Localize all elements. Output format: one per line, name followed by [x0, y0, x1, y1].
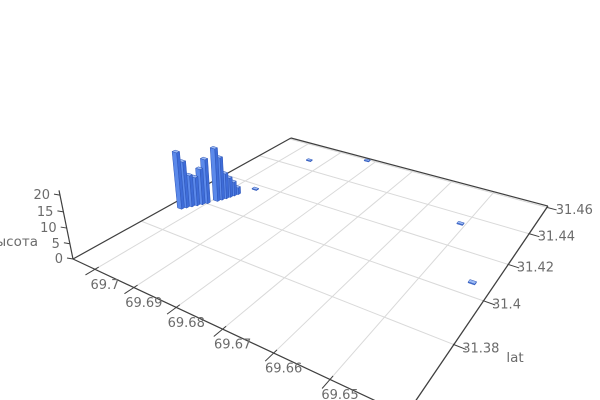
x-tick-mark [321, 375, 334, 389]
axis-edge-x [72, 258, 376, 400]
floor-gridline-lon [94, 142, 311, 270]
floor-gridline-lat [185, 195, 484, 302]
z-tick-label: 20 [33, 188, 50, 203]
z-tick-mark [53, 193, 61, 196]
flat-marker [456, 220, 465, 225]
x-tick-label: 69.69 [125, 296, 162, 311]
x-tick-label: 69.67 [214, 338, 251, 353]
y-tick-label: 31.46 [556, 203, 593, 218]
floor-gridline-lat [289, 138, 548, 208]
y-axis-label: lat [506, 350, 523, 366]
z-tick-mark [57, 210, 64, 213]
x-tick-label: 69.66 [265, 362, 302, 377]
z-tick-mark [60, 226, 67, 229]
floor-gridline-lat [259, 155, 530, 235]
floor-gridline-lon [175, 160, 378, 308]
bar [171, 149, 180, 154]
bar [209, 146, 218, 150]
axis-edge-y [415, 205, 549, 400]
z-tick-label: 5 [52, 237, 60, 252]
y-tick-label: 31.4 [492, 297, 521, 312]
y-tick-mark [507, 263, 520, 269]
x-tick-label: 69.65 [321, 388, 358, 400]
z-tick-label: 0 [55, 252, 63, 267]
y-tick-mark [482, 300, 496, 306]
axis-edge-back-right [290, 137, 549, 207]
y-tick-label: 31.38 [462, 341, 499, 356]
bar [200, 156, 208, 161]
x-tick-mark [213, 325, 227, 337]
y-tick-mark [528, 233, 540, 238]
x-tick-mark [124, 284, 138, 295]
floor-gridline-lat [224, 174, 509, 265]
x-tick-label: 69.7 [91, 278, 120, 293]
floor-gridline-lat [141, 220, 455, 346]
flat-marker [467, 279, 477, 285]
x-tick-mark [264, 349, 278, 362]
floor-gridline-lon [273, 180, 453, 354]
x-tick-mark [85, 266, 99, 276]
x-tick-label: 69.68 [168, 316, 205, 331]
y-tick-label: 31.42 [517, 261, 554, 276]
x-tick-mark [166, 304, 181, 315]
z-tick-label: 15 [37, 205, 54, 220]
flat-marker [306, 158, 313, 162]
floor-gridline-lon [133, 151, 343, 288]
flat-marker [363, 158, 371, 162]
floor-gridline-lon [222, 170, 414, 330]
y-tick-mark [546, 206, 557, 211]
y-tick-label: 31.44 [538, 230, 575, 245]
flat-marker [251, 186, 259, 191]
z-tick-label: 10 [40, 221, 57, 236]
floor-gridline-lon [329, 191, 495, 380]
z-tick-mark [66, 257, 74, 260]
z-tick-mark [63, 242, 70, 245]
y-tick-mark [452, 343, 467, 351]
z-axis-label: высота [0, 234, 38, 250]
z-axis-line [58, 190, 74, 260]
bar [195, 166, 204, 170]
